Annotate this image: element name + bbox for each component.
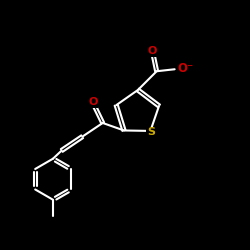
Text: O: O: [147, 46, 156, 56]
Text: O: O: [88, 98, 98, 108]
Text: O⁻: O⁻: [178, 62, 194, 75]
Text: S: S: [147, 128, 155, 138]
